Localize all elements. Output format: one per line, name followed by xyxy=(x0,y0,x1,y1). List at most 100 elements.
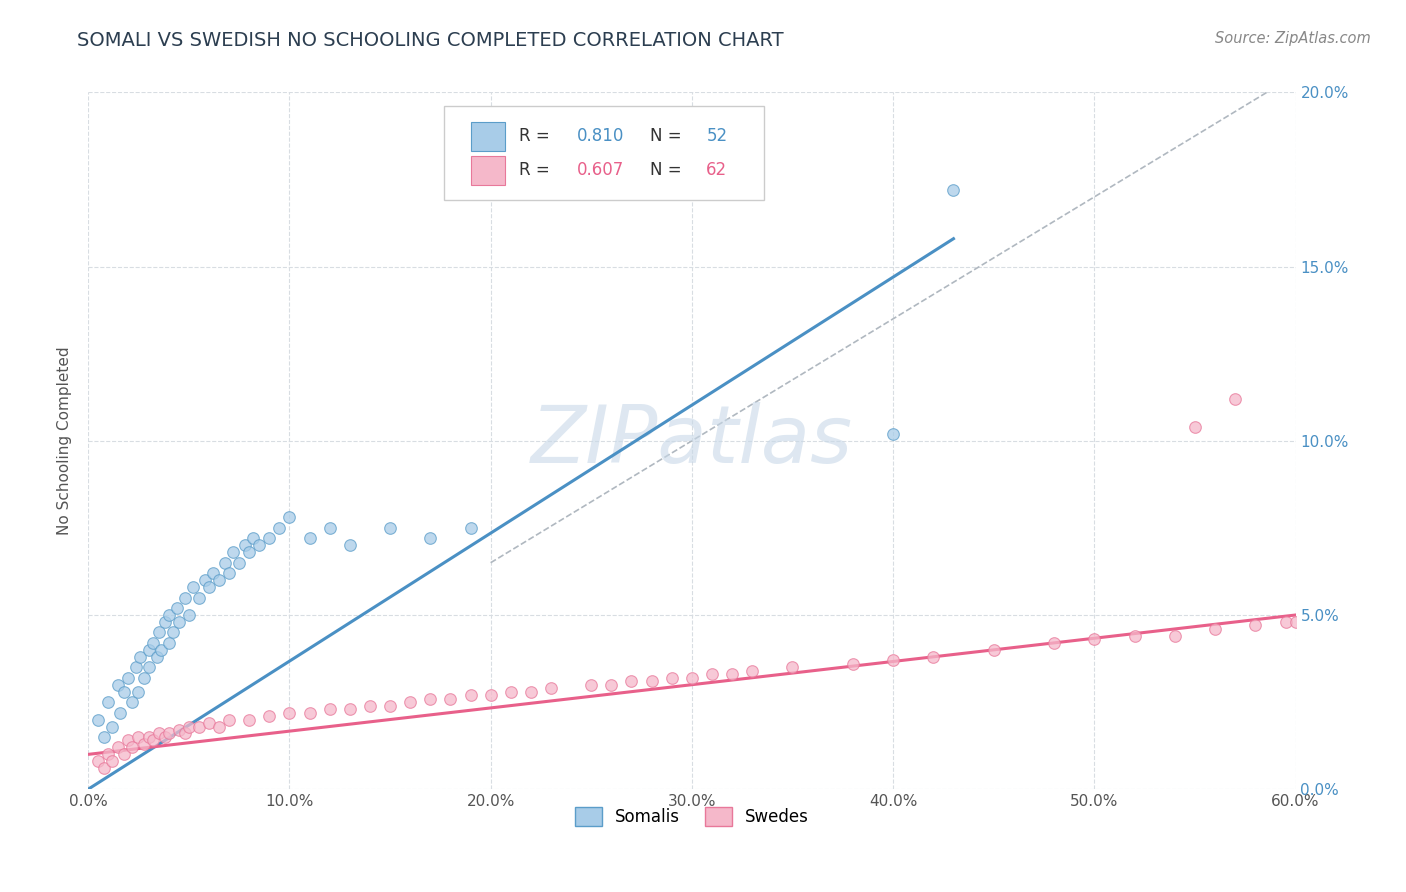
Point xyxy=(1274,615,1296,629)
Text: R =: R = xyxy=(519,128,555,145)
Point xyxy=(1225,392,1247,406)
Point xyxy=(318,702,340,716)
FancyBboxPatch shape xyxy=(471,156,505,185)
Point xyxy=(148,726,170,740)
Point xyxy=(167,615,190,629)
Text: 52: 52 xyxy=(706,128,727,145)
Point xyxy=(129,649,152,664)
Point xyxy=(138,643,160,657)
Point xyxy=(173,591,195,605)
Point xyxy=(600,678,623,692)
Point xyxy=(399,695,422,709)
Point xyxy=(882,426,904,441)
Point xyxy=(1204,622,1226,636)
Point xyxy=(439,691,461,706)
Text: 62: 62 xyxy=(706,161,727,179)
Point xyxy=(741,664,763,678)
Point xyxy=(157,636,180,650)
Point xyxy=(259,532,281,546)
Point xyxy=(117,671,139,685)
Point xyxy=(198,716,221,731)
Text: SOMALI VS SWEDISH NO SCHOOLING COMPLETED CORRELATION CHART: SOMALI VS SWEDISH NO SCHOOLING COMPLETED… xyxy=(77,31,785,50)
Point xyxy=(233,538,256,552)
Point xyxy=(167,723,190,737)
Point xyxy=(187,719,209,733)
Point xyxy=(93,730,115,744)
Point xyxy=(87,713,110,727)
Point xyxy=(127,730,149,744)
Point xyxy=(460,688,482,702)
Point xyxy=(278,706,301,720)
Point xyxy=(842,657,865,671)
Point xyxy=(460,521,482,535)
Text: ZIPatlas: ZIPatlas xyxy=(531,401,853,480)
Point xyxy=(177,607,200,622)
Point xyxy=(157,607,180,622)
Text: R =: R = xyxy=(519,161,555,179)
Point xyxy=(87,755,110,769)
Point xyxy=(298,532,321,546)
Point xyxy=(110,706,132,720)
Point xyxy=(339,538,361,552)
Point xyxy=(153,615,176,629)
Point xyxy=(187,591,209,605)
Point xyxy=(298,706,321,720)
Point xyxy=(138,730,160,744)
Point xyxy=(479,688,502,702)
Point xyxy=(157,726,180,740)
Point xyxy=(141,733,163,747)
Point xyxy=(1164,629,1187,643)
Point xyxy=(238,545,260,559)
Point xyxy=(112,684,135,698)
Point xyxy=(93,761,115,775)
Point xyxy=(1284,615,1306,629)
Text: N =: N = xyxy=(650,161,686,179)
Text: 0.607: 0.607 xyxy=(576,161,624,179)
Point xyxy=(138,660,160,674)
Text: Source: ZipAtlas.com: Source: ZipAtlas.com xyxy=(1215,31,1371,46)
Point xyxy=(145,649,167,664)
Point xyxy=(242,532,264,546)
Point xyxy=(922,649,945,664)
Point xyxy=(259,709,281,723)
Point xyxy=(117,733,139,747)
Point xyxy=(419,691,441,706)
Point xyxy=(125,660,148,674)
Point xyxy=(198,580,221,594)
Point xyxy=(112,747,135,762)
Point xyxy=(520,684,543,698)
Point xyxy=(1083,632,1105,647)
Point xyxy=(194,573,217,587)
Point xyxy=(640,674,662,689)
Point xyxy=(222,545,245,559)
Point xyxy=(681,671,703,685)
Point xyxy=(1043,636,1066,650)
FancyBboxPatch shape xyxy=(471,121,505,151)
Point xyxy=(121,740,143,755)
FancyBboxPatch shape xyxy=(444,106,765,201)
Point xyxy=(134,671,156,685)
Point xyxy=(101,755,124,769)
Point xyxy=(318,521,340,535)
Point xyxy=(419,532,441,546)
Point xyxy=(499,684,522,698)
Point xyxy=(153,730,176,744)
Point xyxy=(581,678,603,692)
Point xyxy=(214,556,236,570)
Point xyxy=(782,660,804,674)
Point xyxy=(700,667,723,681)
Point xyxy=(1184,420,1206,434)
Point xyxy=(149,643,172,657)
Text: 0.810: 0.810 xyxy=(576,128,624,145)
Point xyxy=(1244,618,1267,632)
Point xyxy=(359,698,381,713)
Point xyxy=(107,678,129,692)
Point xyxy=(721,667,744,681)
Point xyxy=(378,698,401,713)
Point xyxy=(141,636,163,650)
Point xyxy=(339,702,361,716)
Point xyxy=(101,719,124,733)
Point xyxy=(942,183,965,197)
Point xyxy=(97,695,120,709)
Point xyxy=(173,726,195,740)
